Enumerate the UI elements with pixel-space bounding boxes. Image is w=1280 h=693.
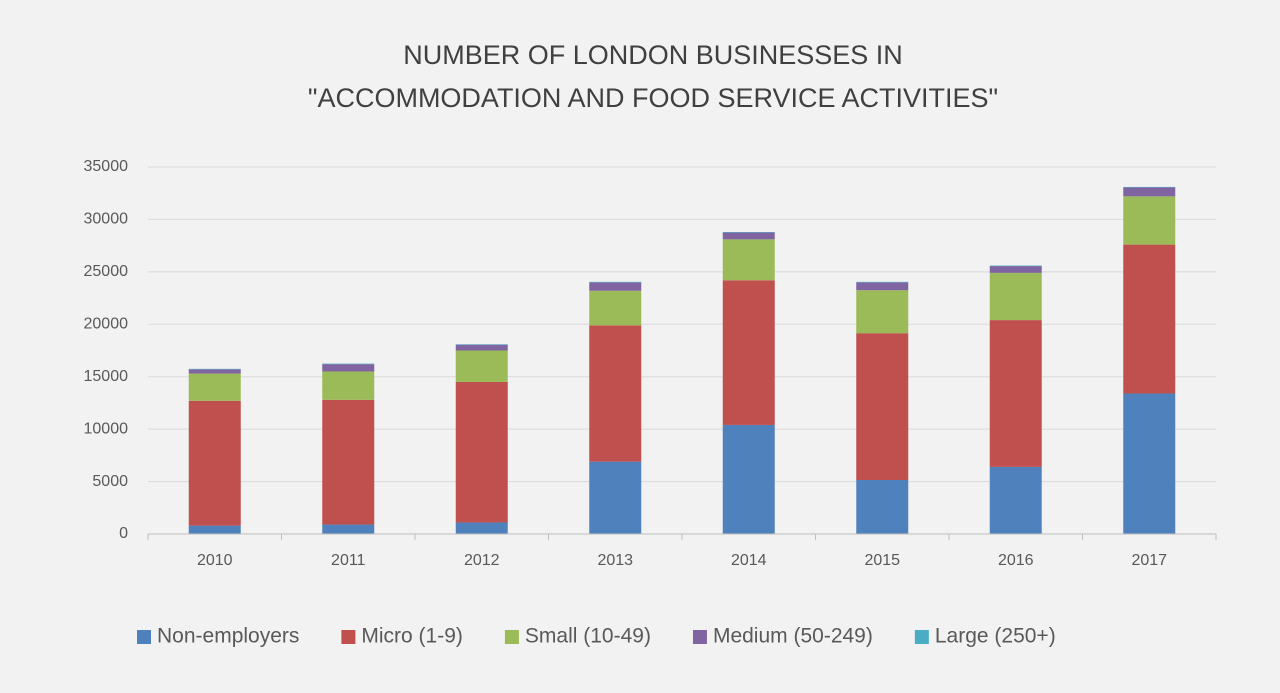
bar-segment	[188, 400, 241, 526]
bar-segment	[989, 466, 1042, 534]
legend-swatch	[341, 630, 356, 644]
bar-segment	[322, 524, 375, 534]
bar-segment	[989, 272, 1042, 321]
bar-segment	[722, 424, 775, 534]
bar-segment	[188, 368, 241, 370]
bar-segment	[856, 281, 909, 283]
bar-segment	[589, 461, 642, 534]
bar-segment	[188, 373, 241, 401]
legend-swatch	[137, 630, 151, 644]
bar-segment	[322, 364, 375, 372]
bar-segment	[856, 282, 909, 291]
bar-segment	[455, 344, 508, 345]
bar-segment	[322, 371, 375, 400]
legend-swatch	[692, 630, 707, 644]
bar-segment	[722, 239, 775, 281]
legend-label: Medium (50-249)	[713, 625, 873, 648]
bar-segment	[188, 525, 241, 534]
bar-segment	[722, 232, 775, 233]
x-tick-label: 2016	[998, 552, 1034, 569]
bar-segment	[989, 265, 1042, 267]
y-tick-label: 10000	[84, 420, 129, 437]
legend-label: Non-employers	[157, 625, 299, 648]
bar-segment	[188, 369, 241, 374]
x-tick-label: 2011	[331, 552, 366, 569]
bar-segment	[856, 479, 909, 534]
bar-segment	[722, 280, 775, 425]
bar-segment	[455, 344, 508, 351]
y-tick-label: 25000	[84, 263, 129, 280]
x-tick-label: 2013	[597, 552, 633, 569]
x-tick-label: 2017	[1131, 552, 1167, 569]
bar-segment	[589, 282, 642, 291]
chart-title: "ACCOMMODATION AND FOOD SERVICE ACTIVITI…	[308, 83, 998, 113]
y-tick-label: 15000	[84, 368, 129, 385]
bar-segment	[455, 381, 508, 523]
bar-segment	[722, 232, 775, 240]
bar-segment	[1123, 196, 1176, 245]
chart-title: NUMBER OF LONDON BUSINESSES IN	[403, 40, 903, 70]
legend-swatch	[914, 630, 929, 644]
legend-label: Small (10-49)	[525, 625, 651, 648]
bar-segment	[1123, 187, 1176, 197]
bar-segment	[589, 281, 642, 283]
y-tick-label: 30000	[84, 211, 129, 228]
y-tick-label: 5000	[92, 473, 128, 490]
bar-segment	[989, 320, 1042, 467]
bar-segment	[589, 290, 642, 326]
y-tick-label: 20000	[84, 316, 129, 333]
x-tick-label: 2015	[864, 552, 900, 569]
bar-segment	[1123, 393, 1176, 534]
x-tick-label: 2010	[197, 552, 233, 569]
bar-segment	[1123, 244, 1176, 394]
bar-segment	[322, 363, 375, 365]
legend-label: Micro (1-9)	[361, 625, 463, 648]
bar-segment	[455, 522, 508, 534]
bar-segment	[989, 266, 1042, 273]
legend-swatch	[504, 630, 519, 644]
bar-segment	[856, 290, 909, 334]
x-tick-label: 2012	[464, 552, 500, 569]
bar-segment	[856, 333, 909, 480]
x-tick-label: 2014	[731, 552, 767, 569]
bar-segment	[322, 399, 375, 525]
bar-segment	[589, 325, 642, 462]
y-tick-label: 0	[119, 525, 128, 542]
bar-segment	[1123, 186, 1176, 188]
bar-segment	[455, 350, 508, 382]
y-tick-label: 35000	[84, 158, 129, 175]
legend-label: Large (250+)	[935, 625, 1056, 648]
